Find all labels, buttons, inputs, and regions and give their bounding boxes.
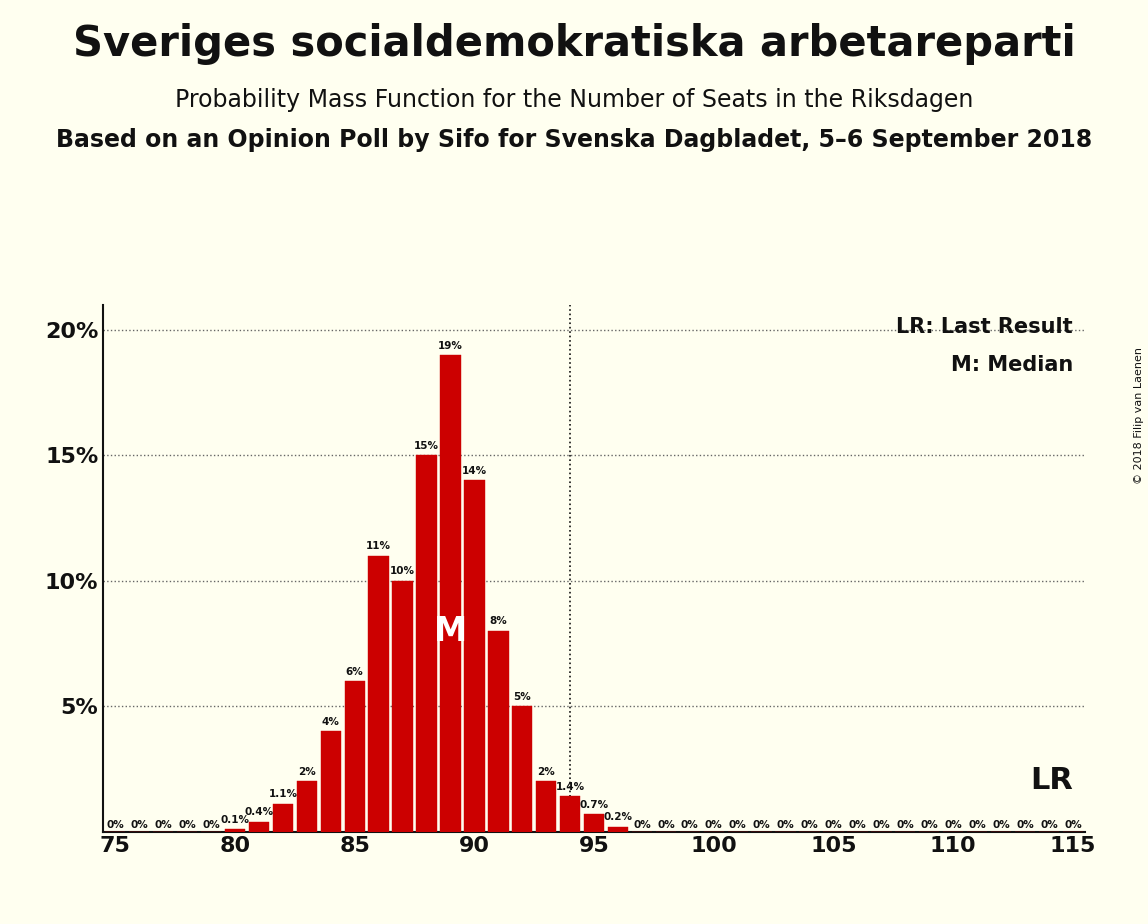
- Bar: [512, 706, 533, 832]
- Text: 0.4%: 0.4%: [245, 807, 273, 817]
- Text: 0%: 0%: [154, 820, 172, 830]
- Text: 11%: 11%: [366, 541, 391, 552]
- Bar: [584, 814, 604, 832]
- Bar: [560, 796, 581, 832]
- Text: 1.4%: 1.4%: [556, 782, 584, 792]
- Bar: [417, 456, 436, 832]
- Text: 0%: 0%: [848, 820, 867, 830]
- Text: 0%: 0%: [992, 820, 1010, 830]
- Text: 19%: 19%: [439, 341, 463, 350]
- Bar: [296, 782, 317, 832]
- Text: 15%: 15%: [414, 441, 439, 451]
- Text: 10%: 10%: [390, 566, 416, 577]
- Bar: [536, 782, 557, 832]
- Bar: [488, 631, 509, 832]
- Text: 0%: 0%: [1016, 820, 1034, 830]
- Text: 4%: 4%: [321, 717, 340, 727]
- Bar: [607, 827, 628, 832]
- Bar: [249, 821, 269, 832]
- Text: M: M: [434, 615, 467, 648]
- Text: 0%: 0%: [824, 820, 843, 830]
- Text: 6%: 6%: [346, 666, 364, 676]
- Bar: [273, 804, 293, 832]
- Text: 5%: 5%: [513, 692, 532, 701]
- Text: 0%: 0%: [1064, 820, 1081, 830]
- Text: 0%: 0%: [729, 820, 746, 830]
- Text: Probability Mass Function for the Number of Seats in the Riksdagen: Probability Mass Function for the Number…: [174, 88, 974, 112]
- Text: LR: Last Result: LR: Last Result: [897, 318, 1073, 337]
- Text: 0.7%: 0.7%: [580, 799, 608, 809]
- Text: 0%: 0%: [753, 820, 770, 830]
- Text: Based on an Opinion Poll by Sifo for Svenska Dagbladet, 5–6 September 2018: Based on an Opinion Poll by Sifo for Sve…: [56, 128, 1092, 152]
- Text: 0%: 0%: [777, 820, 794, 830]
- Text: 14%: 14%: [461, 466, 487, 476]
- Text: 1.1%: 1.1%: [269, 789, 297, 799]
- Text: 0%: 0%: [633, 820, 651, 830]
- Text: 0%: 0%: [800, 820, 819, 830]
- Text: 8%: 8%: [489, 616, 507, 626]
- Bar: [393, 581, 413, 832]
- Text: 0%: 0%: [872, 820, 890, 830]
- Text: 0%: 0%: [921, 820, 938, 830]
- Bar: [369, 555, 389, 832]
- Text: © 2018 Filip van Laenen: © 2018 Filip van Laenen: [1134, 347, 1143, 484]
- Text: 0%: 0%: [202, 820, 220, 830]
- Text: Sveriges socialdemokratiska arbetareparti: Sveriges socialdemokratiska arbetarepart…: [72, 23, 1076, 65]
- Bar: [441, 355, 460, 832]
- Text: LR: LR: [1030, 766, 1073, 795]
- Text: 2%: 2%: [298, 767, 316, 777]
- Text: 0%: 0%: [705, 820, 722, 830]
- Text: 0%: 0%: [178, 820, 196, 830]
- Text: 0%: 0%: [897, 820, 914, 830]
- Text: M: Median: M: Median: [951, 355, 1073, 375]
- Bar: [320, 731, 341, 832]
- Text: 0%: 0%: [1040, 820, 1057, 830]
- Text: 0%: 0%: [131, 820, 148, 830]
- Text: 0%: 0%: [107, 820, 124, 830]
- Bar: [225, 829, 246, 832]
- Text: 0%: 0%: [681, 820, 699, 830]
- Text: 0.2%: 0.2%: [604, 812, 633, 822]
- Text: 0.1%: 0.1%: [220, 815, 249, 824]
- Bar: [344, 681, 365, 832]
- Bar: [464, 480, 484, 832]
- Text: 0%: 0%: [657, 820, 675, 830]
- Text: 0%: 0%: [945, 820, 962, 830]
- Text: 0%: 0%: [968, 820, 986, 830]
- Text: 2%: 2%: [537, 767, 556, 777]
